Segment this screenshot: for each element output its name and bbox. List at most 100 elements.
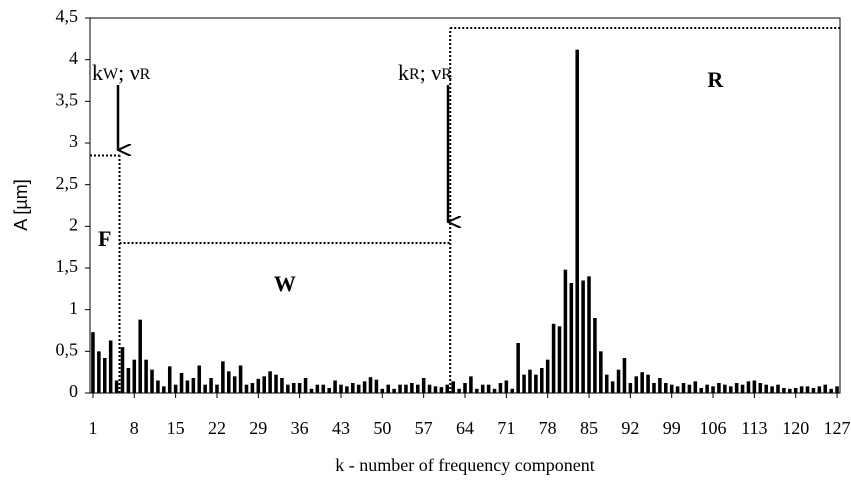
bar [835, 386, 839, 393]
bar [764, 384, 768, 393]
bar [250, 383, 255, 393]
bar [723, 384, 727, 393]
bar [297, 383, 302, 393]
bar [610, 381, 615, 393]
x-tick-label: 64 [456, 418, 474, 438]
x-tick-label: 106 [700, 418, 727, 438]
bar [404, 384, 408, 393]
bar [256, 378, 261, 393]
bar [309, 388, 314, 393]
x-tick-label: 78 [539, 418, 557, 438]
bar [132, 359, 137, 393]
bar [469, 376, 473, 393]
bar [274, 374, 278, 393]
bar [427, 384, 432, 393]
bar [540, 368, 544, 393]
bar [262, 376, 266, 393]
bar [545, 359, 550, 393]
bar [604, 374, 609, 393]
bar [788, 388, 792, 393]
y-axis-title: A [µm] [11, 179, 31, 230]
bar [829, 388, 833, 393]
bar [711, 386, 715, 393]
bar [386, 384, 390, 393]
bar [640, 372, 644, 393]
y-tick-label: 0,5 [56, 339, 79, 359]
bar [433, 386, 438, 393]
bar [669, 384, 674, 393]
bar [758, 383, 763, 393]
bar [280, 378, 284, 393]
bar [486, 384, 491, 393]
x-tick-label: 36 [291, 418, 309, 438]
bar [699, 388, 703, 393]
x-tick-label: 29 [249, 418, 267, 438]
y-tick-label: 3,5 [56, 89, 79, 109]
bar [203, 384, 207, 393]
bar [664, 383, 668, 393]
bar [628, 383, 633, 393]
bar [634, 376, 639, 393]
bar [776, 384, 780, 393]
x-tick-label: 71 [497, 418, 515, 438]
bar [457, 388, 461, 393]
bar [398, 384, 402, 393]
bar [173, 384, 178, 393]
bar [114, 380, 119, 393]
y-tick-label: 4 [69, 48, 78, 68]
bar [197, 365, 202, 393]
bar [232, 376, 237, 393]
bar [463, 383, 467, 393]
bar [569, 283, 574, 393]
x-axis-title: k - number of frequency component [335, 455, 594, 475]
bar [268, 371, 272, 393]
x-tick-label: 127 [824, 418, 851, 438]
bar [126, 368, 131, 393]
bar [108, 340, 113, 393]
bar [421, 378, 426, 393]
bar [616, 369, 621, 393]
bar [693, 381, 698, 393]
bar [681, 383, 686, 393]
y-tick-label: 3 [69, 131, 78, 151]
bar [368, 377, 373, 393]
x-tick-label: 8 [130, 418, 139, 438]
bar [333, 380, 337, 393]
bar [522, 374, 526, 393]
y-tick-label: 4,5 [56, 6, 79, 26]
bar [227, 371, 231, 393]
bar [451, 381, 455, 393]
bar [705, 384, 709, 393]
bar [356, 384, 361, 393]
bar [410, 383, 414, 393]
bar [345, 386, 349, 393]
bar [746, 381, 751, 393]
bar [534, 374, 538, 393]
y-tick-label: 2,5 [56, 173, 79, 193]
y-tick-label: 1 [69, 298, 78, 318]
bar [593, 318, 597, 393]
annotation-part: R [441, 66, 452, 83]
bar [191, 378, 196, 393]
y-tick-label: 0 [69, 381, 78, 401]
bar [351, 383, 355, 393]
x-tick-label: 92 [621, 418, 639, 438]
region-label: W [274, 271, 296, 296]
bar [439, 387, 444, 393]
bar [209, 378, 213, 393]
bar [675, 386, 680, 393]
region-label: F [98, 226, 111, 251]
x-tick-label: 57 [415, 418, 433, 438]
bar [475, 388, 479, 393]
bar [504, 380, 509, 393]
bar [291, 383, 296, 393]
bar [374, 379, 379, 393]
bar [823, 384, 828, 393]
bar [150, 369, 154, 393]
bar [144, 359, 148, 393]
bar [415, 384, 420, 393]
bar [658, 378, 662, 393]
bar [516, 343, 520, 393]
bar [162, 386, 166, 393]
